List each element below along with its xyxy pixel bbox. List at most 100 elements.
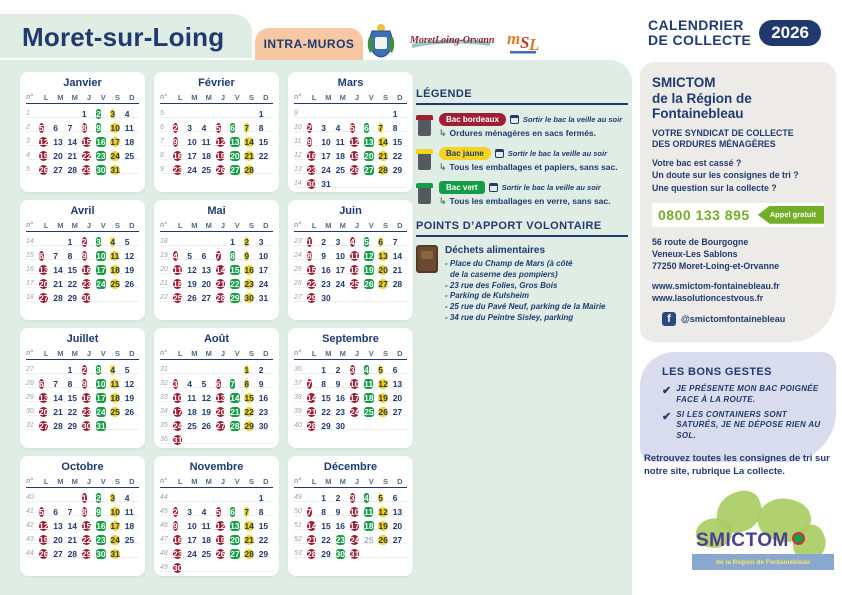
svg-text:S: S: [520, 33, 529, 52]
day-cell: 2: [321, 237, 327, 247]
day-cell: 9: [258, 379, 264, 389]
day-cell: 27: [39, 293, 49, 303]
week-number: 31: [26, 421, 34, 429]
facebook-icon[interactable]: f: [662, 312, 676, 327]
svg-text:m: m: [507, 29, 520, 48]
phone-banner: 0800 133 895 Appel gratuit: [652, 202, 824, 227]
day-cell: 18: [335, 151, 346, 161]
week-number: 44: [26, 549, 34, 557]
week-row: 5 26 27 28 29 30 31: [26, 160, 139, 175]
bons-gestes-title: LES BONS GESTES: [662, 366, 772, 378]
day-cell: 17: [187, 535, 197, 545]
week-row: 50 7 8 9 10 11 12 13: [294, 502, 407, 517]
day-cell: 11: [364, 507, 374, 517]
question: Une question sur la collecte ?: [652, 183, 777, 194]
month-card-octobre: Octobre n° L M M J V S D 40 1 2 3 4 41 5 6 7 8 9 10 11 42 12 13 1…: [20, 456, 145, 576]
website-link[interactable]: www.smictom-fontainebleau.fr: [652, 280, 780, 291]
day-cell: 26: [39, 549, 49, 559]
day-cell: 16: [96, 137, 106, 147]
day-cell: 6: [201, 251, 207, 261]
day-cell: 20: [53, 535, 63, 545]
bordeaux-bin-icon: [416, 113, 433, 138]
footer-note: Retrouvez toutes les consignes de tri su…: [644, 453, 830, 478]
week-row: 37 7 8 9 10 11 12 13: [294, 374, 407, 389]
day-cell: 9: [81, 251, 87, 261]
day-cell: 27: [201, 293, 212, 303]
month-title: Juin: [339, 205, 362, 217]
day-cell: 22: [67, 279, 78, 289]
day-cell: 7: [307, 379, 312, 389]
questions: Votre bac est cassé ? Un doute sur les c…: [652, 157, 824, 195]
day-cell: 5: [201, 379, 207, 389]
day-cell: 7: [244, 507, 250, 517]
day-cell: 3: [349, 493, 355, 503]
week-row: 9 23 24 25 26 27 28: [160, 160, 273, 175]
day-cell: 6: [230, 507, 235, 517]
day-cell: 7: [67, 123, 73, 133]
day-cell: 11: [335, 137, 345, 147]
org-role: VOTRE SYNDICAT DE COLLECTE DES ORDURES M…: [652, 127, 794, 149]
week-row: 40 1 2 3 4: [26, 488, 139, 503]
day-cell: 24: [110, 535, 120, 545]
day-cell: 26: [349, 165, 360, 175]
day-cell: 31: [110, 549, 120, 559]
msl-logo: m S L: [507, 29, 539, 54]
day-cell: 13: [39, 265, 49, 275]
day-cell: 13: [364, 137, 374, 147]
day-cell: 28: [378, 165, 388, 175]
day-cell: 29: [258, 549, 269, 559]
day-cell: 1: [258, 493, 264, 503]
week-row: 20 11 12 13 14 15 16 17: [160, 260, 273, 275]
day-cell: 13: [392, 507, 403, 517]
facebook-handle[interactable]: @smictomfontainebleau: [681, 314, 786, 325]
day-cell: 13: [201, 265, 212, 275]
week-number: 15: [26, 251, 34, 259]
arrow-hook-icon: ↳: [439, 196, 447, 206]
week-number: 21: [160, 279, 168, 287]
day-cell: 24: [96, 407, 106, 417]
day-cell: 22: [258, 151, 269, 161]
day-cell: 7: [215, 251, 221, 261]
bac-jaune-pill: Bac jaune: [439, 147, 491, 160]
day-cell: 12: [349, 137, 360, 147]
day-cell: 28: [230, 421, 240, 431]
week-row: 10 2 3 4 5 6 7 8: [294, 118, 407, 133]
week-number: 12: [294, 151, 302, 159]
weekday-header: n° L M M J V S D: [160, 219, 273, 232]
day-cell: 18: [124, 521, 135, 531]
day-cell: 21: [244, 151, 254, 161]
day-cell: 7: [378, 123, 384, 133]
weekday-header: n° L M M J V S D: [26, 347, 139, 360]
website-link[interactable]: www.lasolutioncestvous.fr: [652, 293, 764, 304]
day-cell: 10: [349, 379, 360, 389]
phone-number: 0800 133 895: [658, 206, 750, 223]
day-cell: 9: [173, 521, 178, 531]
sidebar: CALENDRIER DE COLLECTE 2026 SMICTOM de l…: [638, 0, 842, 595]
day-cell: 19: [124, 265, 135, 275]
contact-panel: SMICTOM de la Région de Fontainebleau VO…: [640, 62, 836, 343]
day-cell: 16: [244, 265, 254, 275]
weekday-header: n° L M M J V S D: [294, 91, 407, 104]
month-card-avril: Avril n° L M M J V S D 14 1 2 3 4 5 15 6 7 8 9 10 11 12 16 13 14 1…: [20, 200, 145, 320]
month-card-septembre: Septembre n° L M M J V S D 36 1 2 3 4 5 6 37 7 8 9 10 11 12 13 3…: [288, 328, 413, 448]
day-cell: 17: [187, 151, 197, 161]
day-cell: 28: [215, 293, 226, 303]
day-cell: 31: [96, 421, 106, 431]
week-row: 51 14 15 16 17 18 19 20: [294, 516, 407, 531]
day-cell: 16: [173, 151, 183, 161]
week-row: 36 1 2 3 4 5 6: [294, 360, 407, 375]
month-card-mai: Mai n° L M M J V S D 18 1 2 3 19 4 5 6 7 8 9 10 20 11 12 13 14 15 1…: [154, 200, 279, 320]
day-cell: 1: [230, 237, 235, 247]
day-cell: 10: [349, 507, 360, 517]
day-cell: 8: [307, 251, 312, 261]
day-cell: 21: [378, 151, 388, 161]
week-row: 35 24 25 26 27 28 29 30: [160, 416, 273, 431]
week-number: 1: [26, 109, 30, 117]
week-number: 23: [294, 237, 302, 245]
day-cell: 24: [258, 279, 269, 289]
facebook-row[interactable]: f @smictomfontainebleau: [652, 312, 824, 327]
day-cell: 21: [215, 279, 226, 289]
day-cell: 21: [307, 407, 317, 417]
month-title: Mars: [337, 77, 364, 89]
day-cell: 26: [378, 407, 388, 417]
